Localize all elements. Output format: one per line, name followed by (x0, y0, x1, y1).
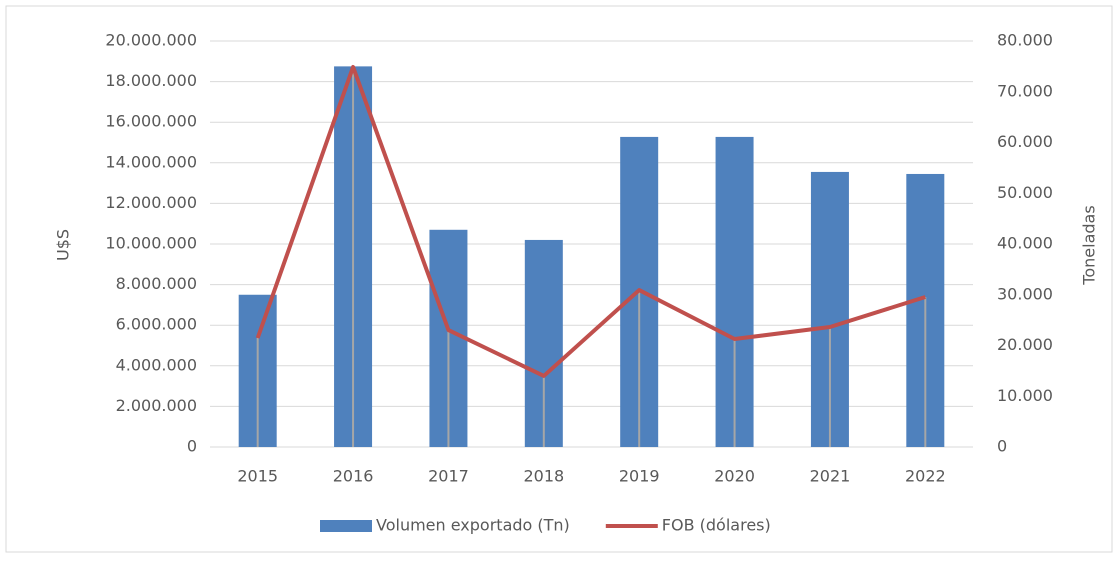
x-tick-label: 2018 (523, 467, 564, 486)
y-tick-label: 0 (187, 437, 197, 456)
y2-tick-label: 60.000 (997, 132, 1053, 151)
y-tick-label: 8.000.000 (116, 274, 197, 293)
y2-tick-label: 50.000 (997, 183, 1053, 202)
y2-tick-label: 80.000 (997, 31, 1053, 50)
y-tick-label: 14.000.000 (105, 152, 197, 171)
y2-tick-label: 40.000 (997, 234, 1053, 253)
legend-swatch (320, 520, 372, 532)
x-tick-label: 2022 (905, 467, 946, 486)
y-tick-label: 2.000.000 (116, 396, 197, 415)
legend-label: FOB (dólares) (662, 516, 771, 535)
y-tick-label: 16.000.000 (105, 112, 197, 131)
y2-axis-title: Toneladas (1080, 205, 1099, 285)
y2-tick-label: 20.000 (997, 335, 1053, 354)
y2-tick-label: 0 (997, 437, 1007, 456)
x-tick-label: 2020 (714, 467, 755, 486)
x-tick-label: 2015 (237, 467, 278, 486)
y2-tick-label: 70.000 (997, 81, 1053, 100)
line (255, 64, 926, 378)
y-tick-label: 6.000.000 (116, 315, 197, 334)
x-tick-label: 2019 (619, 467, 660, 486)
y-tick-label: 18.000.000 (105, 71, 197, 90)
y-tick-label: 20.000.000 (105, 31, 197, 50)
y-axis-title: U$S (54, 229, 73, 261)
y2-tick-label: 10.000 (997, 386, 1053, 405)
y-tick-label: 4.000.000 (116, 355, 197, 374)
x-tick-label: 2016 (333, 467, 374, 486)
x-tick-label: 2017 (428, 467, 469, 486)
y-tick-label: 10.000.000 (105, 234, 197, 253)
y-tick-label: 12.000.000 (105, 193, 197, 212)
x-tick-label: 2021 (810, 467, 851, 486)
y2-tick-label: 30.000 (997, 284, 1053, 303)
legend-label: Volumen exportado (Tn) (376, 516, 570, 535)
